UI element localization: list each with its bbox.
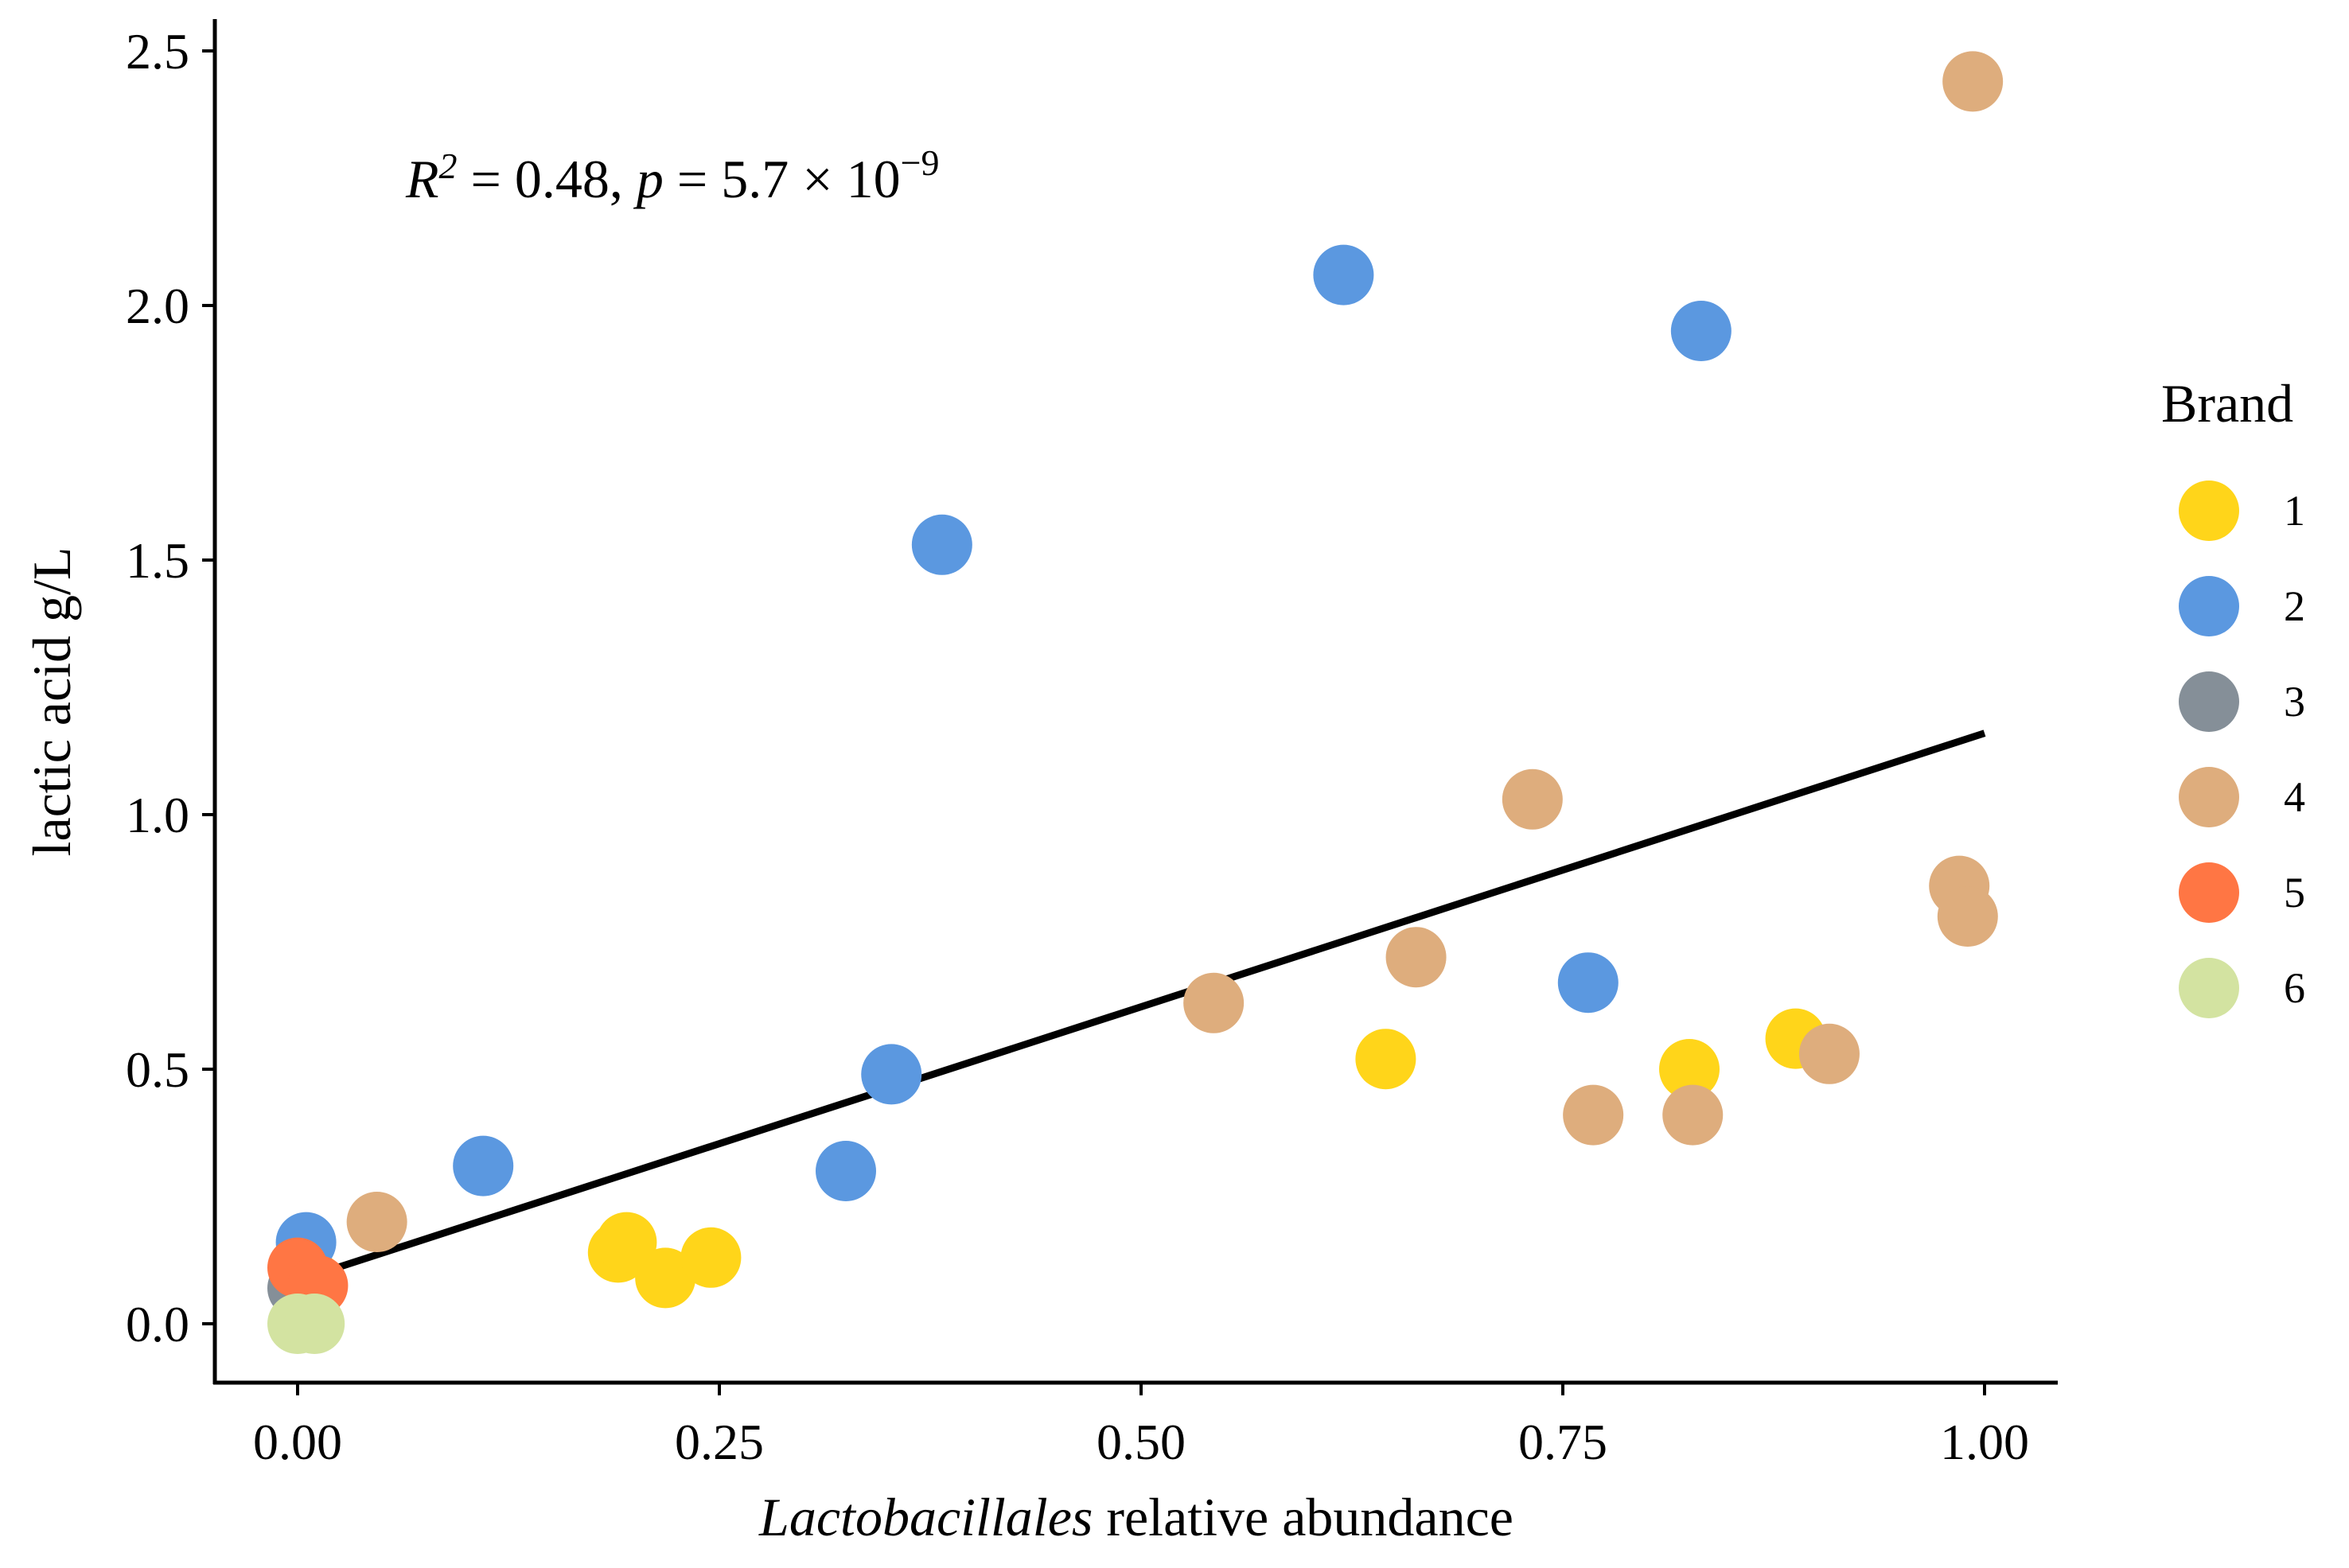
data-point-brand-4 (1662, 1084, 1724, 1146)
data-point-brand-2 (1557, 952, 1619, 1014)
y-tick-label: 1.0 (126, 787, 189, 843)
legend-swatch-4 (2179, 767, 2239, 827)
data-point-brand-2 (1670, 301, 1732, 361)
y-tick-label: 0.0 (126, 1296, 189, 1352)
y-tick-label: 2.0 (126, 278, 189, 334)
r-symbol: R (405, 149, 439, 209)
r-superscript: 2 (439, 146, 458, 186)
data-point-brand-2 (911, 514, 972, 575)
data-point-brand-4 (1502, 768, 1563, 830)
x-tick-label: 0.50 (1097, 1414, 1186, 1470)
data-point-brand-1 (680, 1227, 742, 1288)
legend-swatch-3 (2179, 671, 2239, 732)
y-tick-label: 2.5 (126, 23, 189, 80)
legend-swatch-1 (2179, 481, 2239, 541)
data-point-brand-2 (453, 1135, 514, 1196)
x-axis-ticks: 0.00 0.25 0.50 0.75 1.00 (253, 1383, 2029, 1470)
legend-label-2: 2 (2284, 582, 2305, 630)
y-tick-label: 0.5 (126, 1041, 189, 1098)
data-point-brand-4 (346, 1192, 407, 1252)
data-point-brand-2 (1313, 244, 1374, 305)
x-axis-title: Lactobacillales relative abundance (758, 1487, 1513, 1547)
regression-line (296, 730, 1986, 1284)
legend-swatch-6 (2179, 958, 2239, 1018)
data-point-brand-1 (596, 1212, 657, 1273)
data-point-brand-4 (1937, 886, 1998, 947)
data-point-brand-1 (1355, 1029, 1416, 1090)
r-value: = 0.48, (458, 149, 637, 209)
legend-label-3: 3 (2284, 678, 2305, 726)
data-point-brand-2 (816, 1141, 876, 1201)
data-point-brand-4 (1798, 1023, 1860, 1084)
x-tick-label: 0.75 (1518, 1414, 1607, 1470)
x-axis-title-rest: relative abundance (1093, 1487, 1513, 1547)
x-axis-title-italic: Lactobacillales (758, 1487, 1093, 1547)
legend-label-1: 1 (2284, 487, 2305, 535)
p-exponent: −9 (901, 142, 940, 183)
legend-label-5: 5 (2284, 869, 2305, 916)
data-point-brand-1 (1659, 1039, 1720, 1099)
x-tick-label: 1.00 (1940, 1414, 2029, 1470)
data-point-brand-2 (861, 1044, 922, 1105)
legend-swatch-5 (2179, 862, 2239, 923)
data-point-brand-4 (1385, 927, 1447, 988)
data-points (267, 51, 2004, 1354)
y-axis-title: lactic acid g/L (21, 547, 82, 857)
data-point-brand-4 (1183, 972, 1245, 1033)
legend-title: Brand (2161, 373, 2293, 434)
x-tick-label: 0.25 (675, 1414, 764, 1470)
regression-annotation: R2 = 0.48, p = 5.7 × 10−9 (405, 142, 940, 209)
legend-label-4: 4 (2284, 773, 2305, 821)
data-point-brand-4 (1942, 51, 2004, 112)
y-axis-ticks: 0.0 0.5 1.0 1.5 2.0 2.5 (126, 23, 215, 1352)
p-value: = 5.7 × 10 (664, 149, 901, 209)
data-point-brand-6 (284, 1294, 345, 1354)
x-tick-label: 0.00 (253, 1414, 342, 1470)
data-point-brand-4 (1563, 1084, 1624, 1146)
legend-label-6: 6 (2284, 964, 2305, 1012)
legend-swatch-2 (2179, 576, 2239, 636)
data-point-brand-1 (635, 1247, 696, 1309)
y-tick-label: 1.5 (126, 532, 189, 589)
legend: 1 2 3 4 5 6 (2179, 481, 2305, 1018)
p-symbol: p (633, 149, 664, 209)
